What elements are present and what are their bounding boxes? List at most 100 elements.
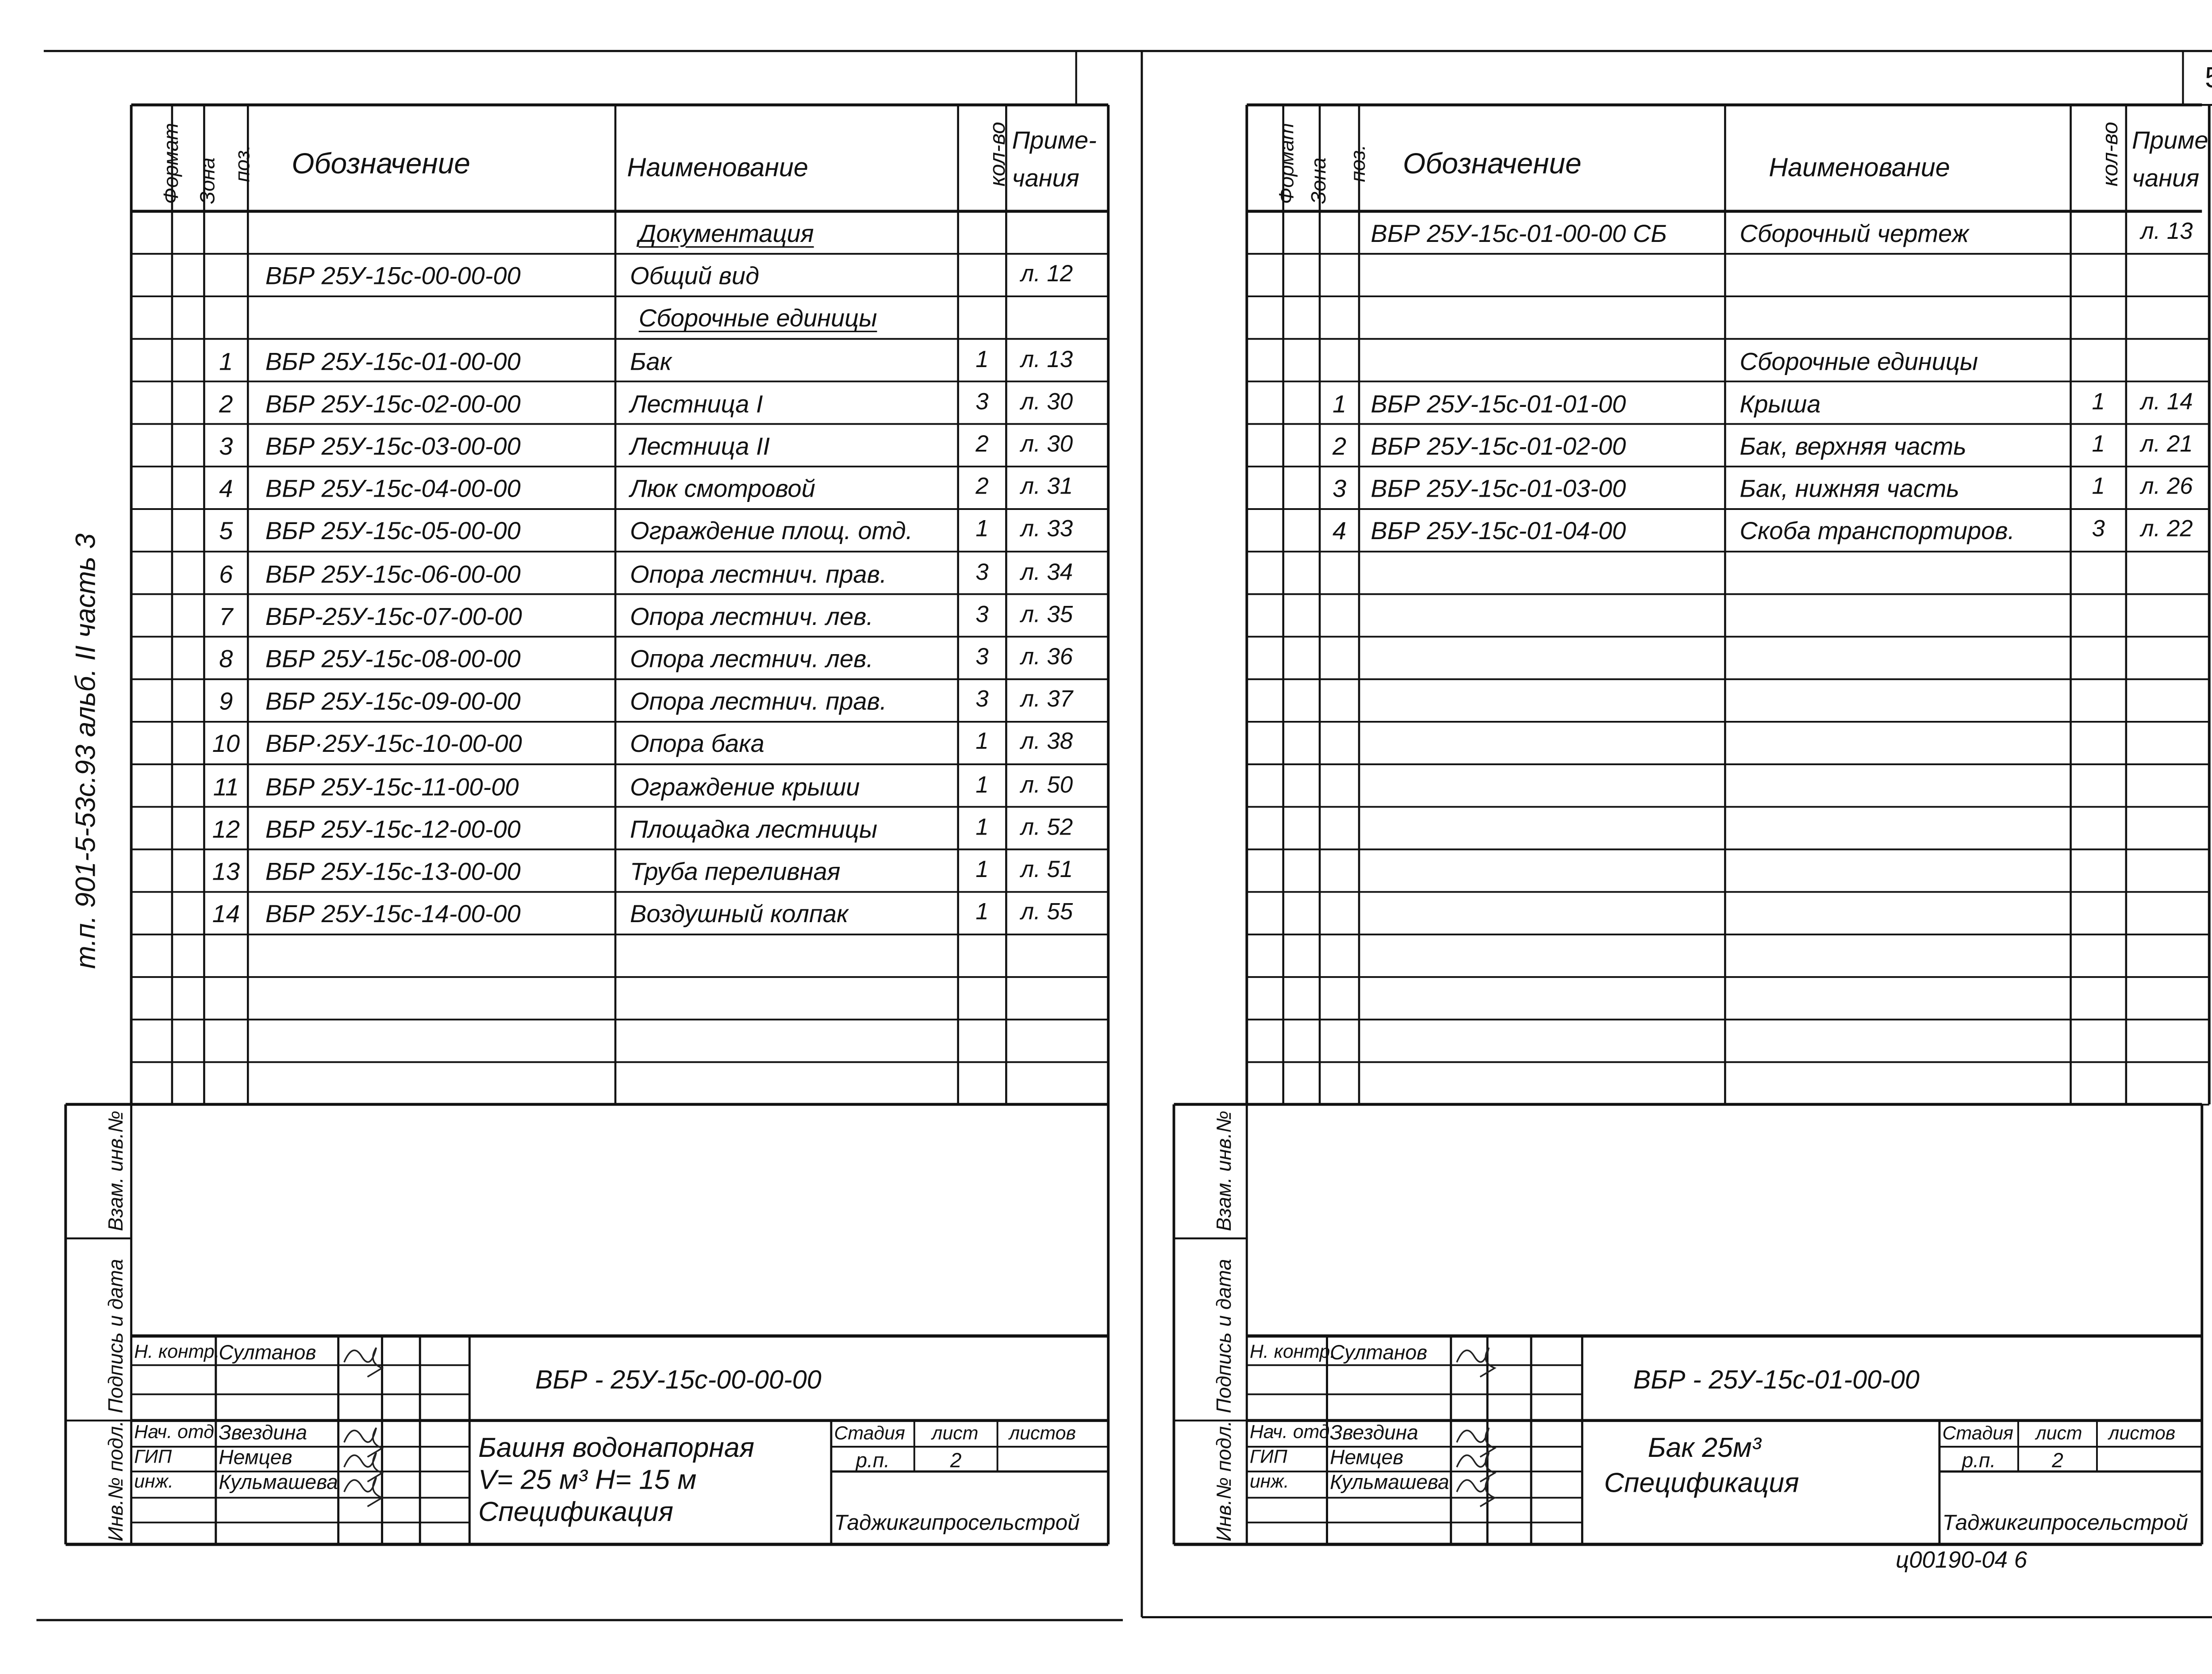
row-designation: ВБР 25У-15с-11-00-00 [265,773,519,801]
row-qty: 1 [975,773,989,798]
title-role: Н. контр. [1249,1340,1336,1363]
row-note: л. 52 [1021,816,1073,841]
row-note: л. 26 [2140,475,2193,500]
row-name: Бак, верхняя часть [1740,433,1966,460]
row-designation: ВБР 25У-15с-01-00-00 СБ [1371,220,1667,248]
side-label-inventory: Инв.№ подл. [104,1420,127,1542]
header-note: Приме чания [2132,126,2208,193]
organization-name: Таджикгипросельстрой [834,1511,1080,1536]
page-number: 5 [2205,64,2212,93]
row-designation: ВБР 25У-15с-01-01-00 [1371,390,1626,418]
row-note: л. 31 [1021,475,1073,500]
row-pos: 6 [219,560,233,588]
row-pos: 7 [219,603,233,631]
row-name: Опора лестнич. прав. [630,560,887,588]
title-name: Немцев [219,1445,292,1469]
row-pos: 10 [212,730,240,758]
row-designation: ВБР-25У-15с-07-00-00 [265,603,522,631]
header-qty: кол-во [2098,122,2124,187]
header-pos: поз. [230,145,254,182]
row-designation: ВБР 25У-15с-05-00-00 [265,517,521,546]
stage-label: Стадия [834,1422,905,1444]
header-name: Наименование [1769,153,1950,182]
side-label-inventory: Инв.№ подл. [1212,1420,1235,1542]
row-pos: 4 [1332,517,1347,546]
row-name: Сборочные единицы [1740,347,1978,375]
row-qty: 2 [975,475,989,500]
row-qty: 3 [2092,517,2105,543]
row-qty: 3 [975,560,989,585]
row-name: Крыша [1740,390,1821,418]
row-qty: 3 [975,688,989,713]
row-qty: 2 [975,433,989,458]
side-label-replaced: Взам. инв.№ [1212,1111,1235,1231]
row-pos: 1 [1332,390,1347,418]
signature [1456,1427,1497,1458]
row-name: Площадка лестницы [630,816,878,843]
sheet-label: лист [2035,1422,2082,1444]
row-note: л. 34 [1021,560,1073,585]
header-designation: Обозначение [292,149,471,181]
row-pos: 3 [219,433,233,460]
row-qty: 1 [975,517,989,543]
row-designation: ВБР 25У-15с-01-03-00 [1371,475,1626,503]
row-note: л. 35 [1021,603,1073,628]
signature [343,1477,384,1507]
row-note: л. 38 [1021,730,1073,755]
header-zone: Зона [1306,157,1330,204]
row-note: л. 37 [1021,688,1073,713]
row-note: л. 51 [1021,858,1073,883]
signature [1456,1347,1497,1378]
row-designation: ВБР 25У-15с-04-00-00 [265,475,521,503]
title-name: Звездина [219,1420,307,1444]
row-designation: ВБР 25У-15с-08-00-00 [265,645,521,673]
side-label-signature: Подпись и дата [1212,1259,1235,1414]
archive-code: ц00190-04 6 [1896,1548,2028,1574]
row-pos: 8 [219,645,233,673]
row-designation: ВБР·25У-15с-10-00-00 [265,730,522,758]
signature [1456,1477,1497,1507]
row-qty: 1 [975,816,989,841]
row-pos: 1 [219,347,233,375]
title-name: Султанов [1330,1340,1428,1364]
row-qty: 1 [2092,390,2105,415]
margin-note: т.п. 901-5-53с.93 альб. II часть 3 [71,533,102,969]
row-note: л. 33 [1021,517,1073,543]
row-qty: 1 [975,858,989,883]
row-name: Документация [638,220,814,248]
sheets-label: листов [1009,1422,1076,1444]
row-name: Лестница II [630,433,770,460]
row-note: л. 55 [1021,900,1073,926]
title-line: Башня водонапорная [478,1433,755,1464]
row-pos: 11 [213,773,239,801]
stage-value: р.п. [1962,1448,1996,1472]
header-pos: поз. [1346,145,1370,182]
row-note: л. 13 [1021,347,1073,372]
row-qty: 3 [975,390,989,415]
sheet-value: 2 [950,1448,962,1472]
row-designation: ВБР 25У-15с-12-00-00 [265,816,521,843]
signature [343,1347,384,1378]
row-pos: 14 [212,900,240,929]
row-name: Ограждение площ. отд. [630,517,913,546]
row-name: Опора лестнич. прав. [630,688,887,716]
row-designation: ВБР 25У-15с-06-00-00 [265,560,521,588]
row-designation: ВБР 25У-15с-00-00-00 [265,262,521,291]
row-designation: ВБР 25У-15с-01-02-00 [1371,433,1626,460]
sheet-value: 2 [2052,1448,2063,1472]
header-designation: Обозначение [1402,149,1582,181]
signature [343,1452,384,1482]
row-qty: 1 [2092,433,2105,458]
row-note: л. 21 [2140,433,2193,458]
row-pos: 3 [1332,475,1347,503]
side-label-signature: Подпись и дата [104,1259,127,1414]
row-qty: 1 [975,347,989,372]
row-note: л. 12 [1021,262,1073,287]
row-designation: ВБР 25У-15с-02-00-00 [265,390,521,418]
signature [343,1427,384,1458]
title-role: инж. [134,1470,174,1492]
header-name: Наименование [627,153,808,182]
row-designation: ВБР 25У-15с-13-00-00 [265,858,521,886]
row-name: Опора лестнич. лев. [630,645,874,673]
